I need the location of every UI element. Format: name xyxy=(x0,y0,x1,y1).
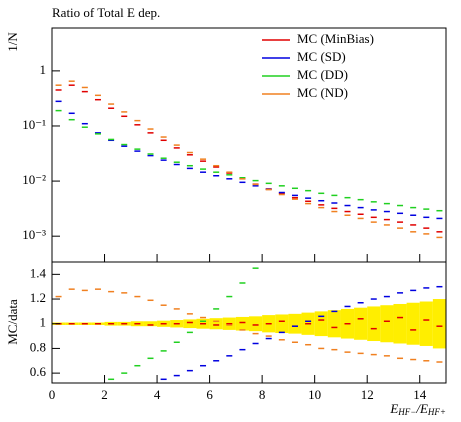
y-tick-label: 10⁻¹ xyxy=(22,117,46,132)
panel-frame xyxy=(51,27,447,263)
x-tick-label: 6 xyxy=(206,387,213,402)
x-label-part: HF+ xyxy=(427,407,446,417)
x-tick-label: 2 xyxy=(101,387,108,402)
legend-label: MC (DD) xyxy=(297,67,348,82)
data-band xyxy=(183,319,197,329)
data-band xyxy=(380,305,394,343)
y-tick-label: 1 xyxy=(40,315,47,330)
y-axis-label: 1/N xyxy=(5,32,20,52)
data-band xyxy=(235,316,249,331)
x-tick-label: 4 xyxy=(154,387,161,402)
y-tick-label: 1.4 xyxy=(30,265,47,280)
legend-label: MC (ND) xyxy=(297,85,348,100)
data-band xyxy=(209,318,223,330)
panel-frame xyxy=(51,261,447,384)
data-band xyxy=(406,302,420,345)
y-tick-label: 0.8 xyxy=(30,339,46,354)
legend-label: MC (MinBias) xyxy=(297,31,374,46)
legend-label: MC (SD) xyxy=(297,49,346,64)
plot-area xyxy=(55,80,443,239)
x-label-part: HF− xyxy=(397,407,416,417)
plot-area xyxy=(52,267,446,381)
x-axis-label: EHF−/EHF+ xyxy=(389,401,446,417)
y-tick-label: 10⁻² xyxy=(22,172,46,187)
data-band xyxy=(275,314,289,333)
y-axis-label: MC/data xyxy=(5,299,20,345)
data-band xyxy=(393,303,407,344)
x-tick-label: 0 xyxy=(49,387,56,402)
data-band xyxy=(367,306,381,342)
y-tick-label: 1.2 xyxy=(30,290,46,305)
x-tick-label: 10 xyxy=(308,387,321,402)
data-band xyxy=(288,313,302,334)
data-band xyxy=(419,301,433,346)
x-tick-label: 12 xyxy=(361,387,374,402)
x-label-part: /E xyxy=(415,401,428,416)
y-tick-label: 10⁻³ xyxy=(22,227,46,242)
data-band xyxy=(432,299,446,349)
data-band xyxy=(327,310,341,338)
x-label-part: E xyxy=(389,401,398,416)
data-band xyxy=(143,321,158,327)
data-band xyxy=(354,307,368,340)
chart-title: Ratio of Total E dep. xyxy=(52,5,160,20)
y-tick-label: 1 xyxy=(40,62,47,77)
data-band xyxy=(314,311,328,337)
data-band xyxy=(249,316,263,332)
y-tick-label: 0.6 xyxy=(30,364,47,379)
x-tick-label: 14 xyxy=(413,387,427,402)
x-tick-label: 8 xyxy=(259,387,266,402)
